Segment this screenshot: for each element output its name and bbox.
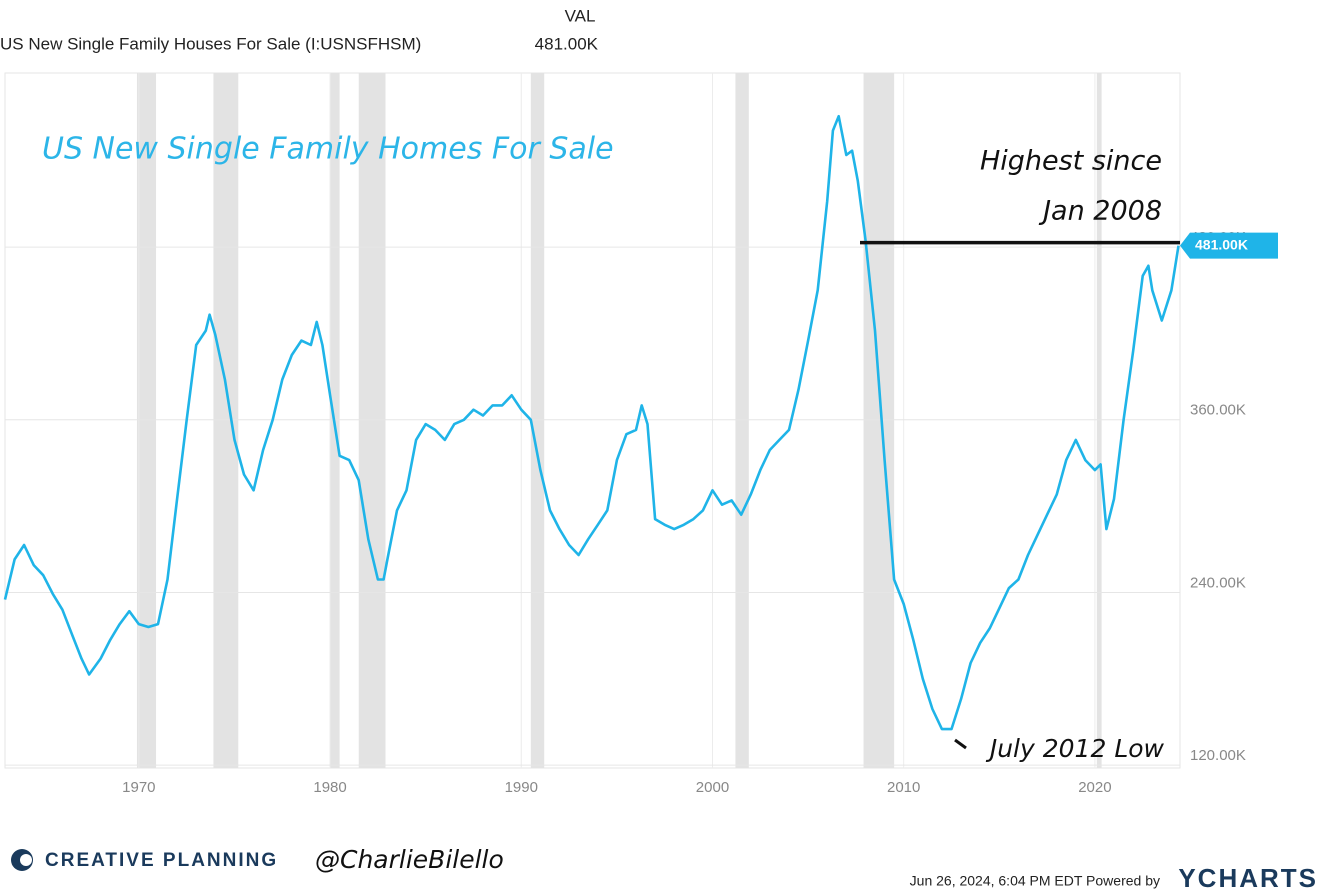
recession-band — [358, 73, 386, 768]
recession-band — [735, 73, 749, 768]
footer-handle: @CharlieBilello — [315, 845, 504, 874]
recession-band — [530, 73, 545, 768]
y-tick-label: 240.00K — [1190, 574, 1246, 591]
plot: 1970 1980 1990 2000 2010 2020 120.00K 240.00K 36… — [3, 72, 1278, 796]
x-tick-label: 2000 — [696, 779, 729, 796]
header-name: US New Single Family Houses For Sale (I:… — [0, 34, 421, 53]
header-col: VAL — [565, 6, 596, 25]
x-tick-label: 1980 — [313, 779, 346, 796]
recession-band — [136, 73, 157, 768]
annotation: July 2012 Low — [985, 734, 1165, 763]
footer-brand: CREATIVE PLANNING — [45, 850, 278, 871]
x-tick-label: 1970 — [122, 779, 155, 796]
value-flag-label: 481.00K — [1195, 236, 1248, 252]
footer-time: Jun 26, 2024, 6:04 PM EDT Powered by — [910, 873, 1160, 889]
value-flag — [1180, 232, 1278, 259]
recession-band — [863, 73, 895, 768]
brand-icon-cut — [20, 854, 32, 866]
annotation: Jan 2008 — [1038, 196, 1162, 227]
header-value: 481.00K — [535, 34, 599, 53]
x-tick-label: 2020 — [1078, 779, 1111, 796]
annotation-pointer — [954, 738, 967, 750]
annotation: Highest since — [980, 146, 1162, 177]
x-tick-label: 1990 — [505, 779, 538, 796]
series-line — [3, 114, 1180, 731]
annotation: US New Single Family Homes For Sale — [42, 132, 614, 167]
plot-border — [4, 72, 1181, 769]
recession-band — [213, 73, 239, 768]
footer-logo: YCHARTS — [1178, 863, 1318, 893]
recession-band — [1096, 73, 1102, 768]
y-tick-label: 120.00K — [1190, 747, 1246, 764]
x-tick-label: 2010 — [887, 779, 920, 796]
y-tick-label: 360.00K — [1190, 402, 1246, 419]
